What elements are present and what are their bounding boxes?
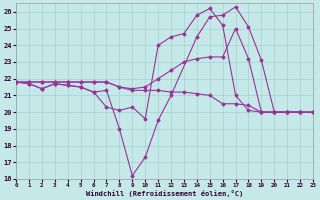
X-axis label: Windchill (Refroidissement éolien,°C): Windchill (Refroidissement éolien,°C): [86, 190, 243, 197]
